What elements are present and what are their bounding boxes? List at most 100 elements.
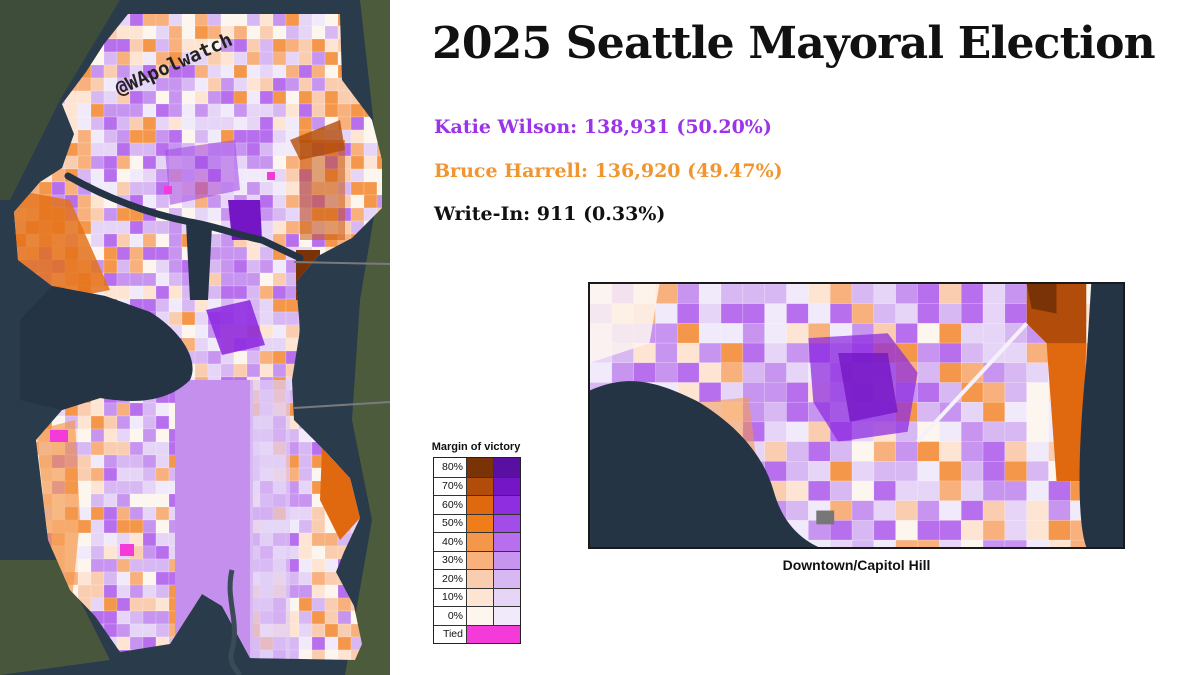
precinct-cell <box>939 362 962 383</box>
precinct-cell <box>142 220 157 235</box>
precinct-cell <box>1048 520 1071 541</box>
precinct-cell <box>129 51 144 66</box>
precinct-cell <box>77 532 92 547</box>
precinct-cell <box>1026 382 1049 403</box>
precinct-cell <box>168 246 183 261</box>
precinct-cell <box>246 25 261 40</box>
precinct-cell <box>246 103 261 118</box>
precinct-cell <box>142 25 157 40</box>
precinct-cell <box>233 14 248 27</box>
precinct-cell <box>77 116 92 131</box>
precinct-cell <box>677 284 700 304</box>
legend-row-10: 10% <box>434 587 520 606</box>
precinct-cell <box>116 181 131 196</box>
precinct-cell <box>90 532 105 547</box>
precinct-cell <box>103 142 118 157</box>
precinct-cell <box>129 38 144 53</box>
precinct-cell <box>142 402 157 417</box>
precinct-cell <box>720 342 744 364</box>
precinct-cell <box>829 441 853 462</box>
precinct-cell <box>116 25 131 40</box>
precinct-cell <box>764 323 787 344</box>
precinct-cell <box>220 116 235 131</box>
precinct-cell <box>742 284 765 304</box>
precinct-cell <box>873 500 896 521</box>
precinct-cell <box>116 168 131 183</box>
precinct-cell <box>155 103 170 118</box>
precinct-cell <box>786 461 809 482</box>
precinct-cell <box>698 382 722 403</box>
precinct-cell <box>324 51 339 66</box>
precinct-cell <box>155 571 170 586</box>
precinct-cell <box>829 284 853 304</box>
precinct-cell <box>786 480 809 501</box>
precinct-cell <box>982 382 1006 403</box>
precinct-cell <box>1004 461 1027 482</box>
precinct-cell <box>272 311 287 326</box>
precinct-cell <box>272 38 287 53</box>
precinct-cell <box>1026 520 1049 541</box>
precinct-cell <box>272 285 287 300</box>
precinct-cell <box>233 272 248 287</box>
precinct-cell <box>259 194 274 209</box>
precinct-cell <box>103 519 118 534</box>
precinct-cell <box>116 623 131 638</box>
wilson-swatch <box>493 607 520 625</box>
precinct-cell <box>129 220 144 235</box>
precinct-cell <box>142 103 157 118</box>
precinct-cell <box>246 181 261 196</box>
precinct-cell <box>103 545 118 560</box>
precinct-cell <box>155 467 170 482</box>
precinct-cell <box>155 246 170 261</box>
precinct-cell <box>116 493 131 508</box>
precinct-cell <box>168 311 183 326</box>
precinct-cell <box>181 324 196 339</box>
precinct-cell <box>982 323 1006 344</box>
precinct-cell <box>1004 382 1027 403</box>
precinct-cell <box>960 342 984 364</box>
legend-row-60: 60% <box>434 495 520 514</box>
precinct-cell <box>181 25 196 40</box>
precinct-cell <box>168 90 183 105</box>
precinct-cell <box>311 51 326 66</box>
precinct-cell <box>181 103 196 118</box>
precinct-cell <box>808 480 831 501</box>
precinct-cell <box>51 181 66 196</box>
legend-label: 10% <box>441 591 463 604</box>
precinct-cell <box>982 480 1006 501</box>
precinct-cell <box>272 194 287 209</box>
precinct-cell <box>207 14 222 27</box>
downtown-capitol-hill-inset-map <box>590 284 1123 547</box>
precinct-cell <box>960 461 984 482</box>
precinct-cell <box>194 14 209 27</box>
precinct-cell <box>298 610 313 625</box>
precinct-cell <box>272 155 287 170</box>
precinct-cell <box>917 539 940 547</box>
precinct-cell <box>246 363 261 378</box>
precinct-cell <box>90 558 105 573</box>
precinct-cell <box>917 480 940 501</box>
precinct-cell <box>77 584 92 599</box>
precinct-cell <box>129 272 144 287</box>
precinct-cell <box>142 38 157 53</box>
precinct-cell <box>1004 480 1027 501</box>
precinct-cell <box>207 350 222 365</box>
precinct-cell <box>129 467 144 482</box>
precinct-cell <box>982 500 1006 521</box>
precinct-cell <box>311 519 326 534</box>
precinct-cell <box>90 220 105 235</box>
precinct-cell <box>1026 500 1049 521</box>
precinct-cell <box>155 558 170 573</box>
precinct-cell <box>960 323 984 344</box>
precinct-cell <box>272 337 287 352</box>
precinct-cell <box>90 402 105 417</box>
legend-label: 50% <box>441 517 463 530</box>
precinct-cell <box>851 480 875 501</box>
precinct-cell <box>155 454 170 469</box>
harrell-swatch <box>466 533 493 551</box>
precinct-cell <box>298 25 313 40</box>
precinct-cell <box>1026 342 1049 364</box>
legend-label: Tied <box>442 628 463 641</box>
precinct-cell <box>129 428 144 443</box>
precinct-cell <box>829 480 853 501</box>
